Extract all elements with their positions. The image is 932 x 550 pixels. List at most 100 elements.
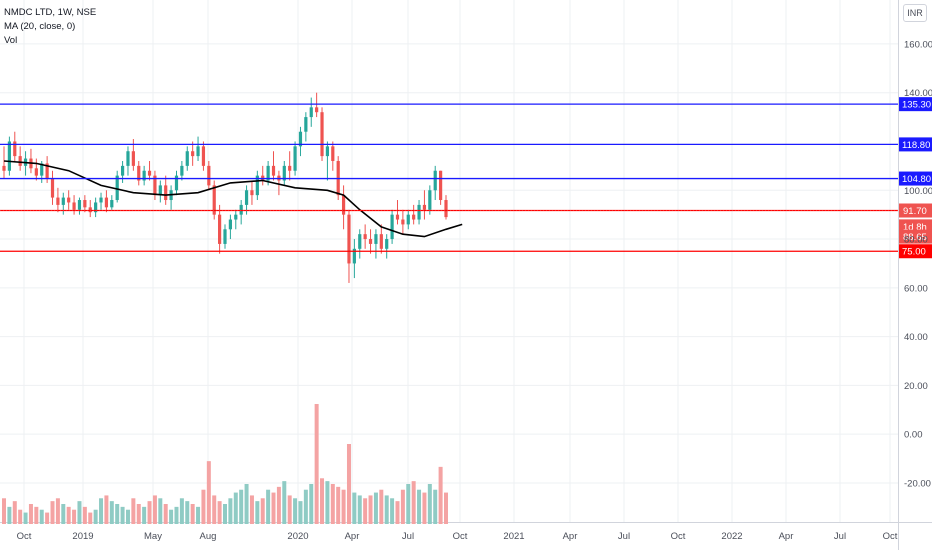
candle-body	[207, 165, 211, 186]
candle-body	[153, 175, 157, 196]
volume-bar	[417, 489, 422, 524]
symbol-title: NMDC LTD, 1W, NSE	[4, 7, 97, 18]
x-tick-label: Oct	[883, 531, 898, 542]
candle-body	[223, 229, 227, 244]
volume-bar	[352, 492, 357, 524]
volume-bar	[120, 506, 125, 524]
candle-body	[315, 107, 319, 113]
volume-bar	[244, 484, 249, 524]
y-tick-label: 60.00	[904, 283, 928, 294]
volume-bar	[82, 506, 87, 524]
volume-bar	[233, 492, 238, 524]
candle-body	[2, 165, 6, 171]
candle-body	[131, 151, 135, 166]
candle-body	[34, 168, 38, 176]
currency-button[interactable]: INR	[903, 4, 927, 22]
volume-bar	[255, 501, 260, 524]
volume-bar	[357, 495, 362, 524]
volume-bar	[12, 501, 17, 524]
volume-bar	[346, 444, 351, 524]
candle-body	[104, 197, 109, 208]
volume-bar	[196, 506, 201, 524]
candle-body	[201, 146, 206, 166]
volume-bar	[411, 481, 416, 524]
candle-body	[174, 175, 179, 191]
candle-body	[218, 214, 222, 244]
y-tick-label: 0.00	[904, 430, 923, 441]
candle-body	[379, 234, 383, 249]
volume-bar	[271, 492, 276, 524]
candle-body	[288, 165, 292, 171]
candle-body	[185, 151, 189, 166]
level-label: 104.80	[902, 174, 931, 185]
volume-bar	[320, 478, 325, 524]
volume-bar	[2, 498, 6, 524]
volume-bar	[104, 495, 109, 524]
volume-bars	[2, 404, 448, 524]
volume-bar	[72, 509, 77, 524]
candle-body	[234, 214, 238, 220]
candle-body	[77, 200, 82, 210]
volume-bar	[77, 501, 82, 524]
volume-bar	[293, 498, 298, 524]
level-label-bg	[899, 137, 932, 152]
candle-body	[120, 165, 125, 176]
x-tick-label: Apr	[779, 531, 794, 542]
candle-body	[196, 146, 200, 157]
candle-body	[439, 170, 443, 201]
volume-bar	[309, 484, 314, 524]
volume-bar	[249, 495, 254, 524]
price-tag-bg	[899, 203, 932, 218]
candle-body	[304, 117, 308, 132]
volume-bar	[136, 504, 141, 524]
candle-body	[390, 214, 394, 240]
candle-body	[271, 165, 276, 176]
y-tick-label: 100.00	[904, 186, 932, 197]
candle-body	[142, 170, 146, 181]
volume-bar	[185, 501, 190, 524]
volume-bar	[390, 498, 395, 524]
level-label-bg	[899, 97, 932, 112]
volume-bar	[217, 501, 222, 524]
candle-body	[244, 190, 249, 205]
moving-average-line	[3, 160, 463, 238]
candle-body	[412, 214, 416, 220]
candle-body	[395, 214, 400, 220]
candle-body	[115, 175, 119, 201]
volume-bar	[99, 498, 104, 524]
level-label: 135.30	[902, 100, 931, 111]
candle-body	[137, 165, 141, 181]
volume-bar	[400, 489, 405, 524]
volume-indicator-label: Vol	[4, 35, 18, 46]
volume-bar	[206, 461, 211, 524]
candle-body	[422, 204, 427, 210]
volume-bar	[190, 504, 195, 524]
candle-body	[180, 165, 184, 176]
y-tick-label: 80.00	[904, 235, 928, 246]
x-tick-label: May	[144, 531, 162, 542]
volume-bar	[276, 486, 281, 524]
volume-bar	[422, 492, 427, 524]
candle-body	[126, 151, 130, 166]
volume-bar	[438, 466, 443, 524]
level-label: 75.00	[902, 247, 926, 258]
candle-body	[320, 112, 324, 157]
x-tick-label: Oct	[453, 531, 468, 542]
volume-bar	[109, 501, 114, 524]
candle-body	[147, 170, 152, 176]
volume-bar	[93, 509, 98, 524]
volume-bar	[142, 506, 147, 524]
volume-bar	[373, 492, 378, 524]
candle-body	[363, 234, 367, 240]
candle-body	[433, 170, 437, 191]
candle-body	[444, 200, 448, 218]
candle-body	[40, 163, 44, 176]
candle-body	[212, 185, 216, 215]
volume-bar	[266, 489, 271, 524]
candle-body	[67, 197, 71, 203]
volume-bar	[61, 504, 66, 524]
candle-body	[228, 219, 232, 230]
candle-body	[61, 197, 65, 205]
volume-bar	[34, 506, 39, 524]
